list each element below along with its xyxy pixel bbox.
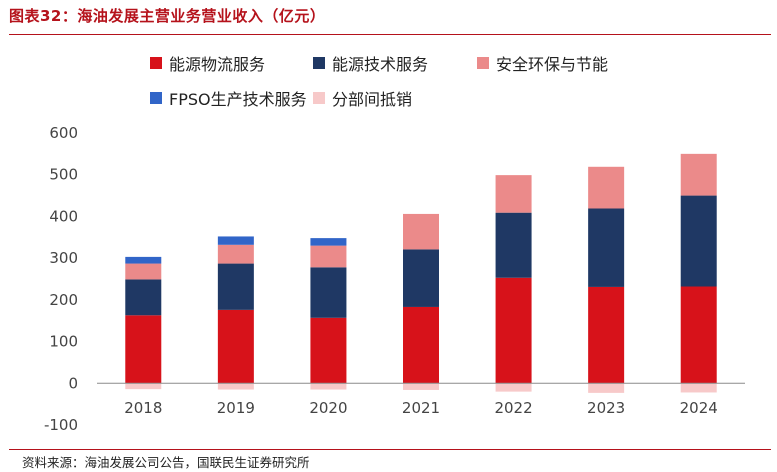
source-note: 资料来源：海油发展公司公告，国联民生证券研究所 xyxy=(22,455,310,470)
bar-segment xyxy=(217,263,254,310)
legend-swatch xyxy=(313,57,325,69)
source-divider xyxy=(9,449,771,450)
bar-segment xyxy=(125,256,162,264)
bar-segment xyxy=(403,383,439,390)
bar-segment xyxy=(680,383,717,393)
bar-segment xyxy=(217,244,254,264)
legend-swatch xyxy=(477,57,489,69)
legend-item-fpso: FPSO生产技术服务 xyxy=(150,86,307,110)
bar-segment xyxy=(310,317,347,384)
legend-swatch xyxy=(150,92,162,104)
bar-segment xyxy=(310,383,347,390)
legend-swatch xyxy=(313,92,325,104)
legend-label: 分部间抵销 xyxy=(332,90,413,109)
bar-segment xyxy=(310,238,347,246)
x-tick-label: 2023 xyxy=(587,399,625,417)
bar-segment xyxy=(680,286,717,384)
y-tick-label: 600 xyxy=(49,124,78,142)
bar-segment xyxy=(495,277,532,384)
y-tick-label: 100 xyxy=(49,333,78,351)
y-tick-label: 300 xyxy=(49,249,78,267)
bar-segment xyxy=(495,383,532,392)
bar-segment xyxy=(495,212,532,278)
legend-item-safety-env: 安全环保与节能 xyxy=(477,51,608,75)
y-tick-label: 200 xyxy=(49,291,78,309)
x-tick-label: 2018 xyxy=(124,399,162,417)
bar-segment xyxy=(680,153,717,196)
bar-segment xyxy=(588,166,625,209)
y-tick-label: -100 xyxy=(44,416,78,434)
y-tick-label: 500 xyxy=(49,166,78,184)
legend-item-energy-logistics: 能源物流服务 xyxy=(150,51,265,75)
bar-segment xyxy=(310,267,347,318)
bar-segment xyxy=(310,245,347,268)
bar-segment xyxy=(217,236,254,245)
bar-segment xyxy=(125,315,162,384)
legend-label: 能源物流服务 xyxy=(169,55,266,74)
legend-swatch xyxy=(150,57,162,69)
bar-segment xyxy=(217,383,254,390)
x-tick-label: 2024 xyxy=(680,399,718,417)
x-tick-label: 2020 xyxy=(309,399,347,417)
bar-segment xyxy=(495,175,532,213)
bar-segment xyxy=(125,263,162,280)
bar-segment xyxy=(588,286,625,384)
bar-segment xyxy=(680,195,717,287)
bar-segment xyxy=(125,383,162,390)
x-tick-label: 2021 xyxy=(402,399,440,417)
x-tick-label: 2022 xyxy=(494,399,532,417)
legend-label: FPSO生产技术服务 xyxy=(169,90,307,109)
bar-segment xyxy=(217,309,254,384)
y-tick-label: 400 xyxy=(49,207,78,225)
bar-segment xyxy=(125,279,162,316)
y-tick-label: 0 xyxy=(68,374,78,392)
bar-segment xyxy=(588,383,625,393)
legend-item-energy-tech: 能源技术服务 xyxy=(313,51,428,75)
x-tick-label: 2019 xyxy=(217,399,255,417)
title-divider xyxy=(9,34,771,35)
legend-item-elimination: 分部间抵销 xyxy=(313,86,412,110)
chart-title: 图表32：海油发展主营业务营业收入（亿元） xyxy=(9,7,326,25)
bar-segment xyxy=(403,249,439,307)
bar-segment xyxy=(588,208,625,287)
legend-label: 能源技术服务 xyxy=(332,55,429,74)
legend-label: 安全环保与节能 xyxy=(496,55,609,74)
bar-segment xyxy=(403,306,439,384)
bar-segment xyxy=(403,213,439,250)
